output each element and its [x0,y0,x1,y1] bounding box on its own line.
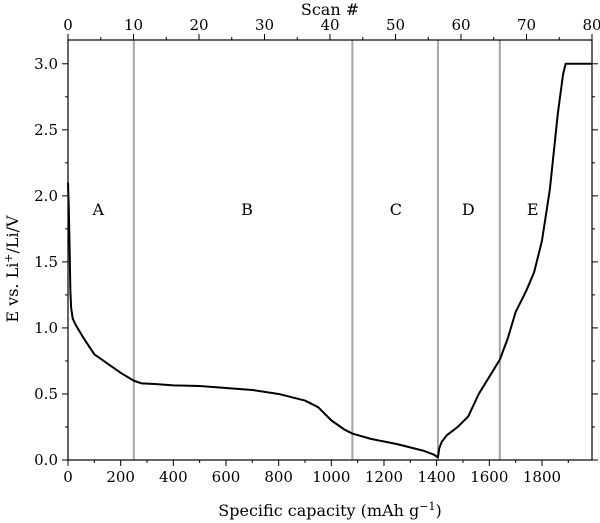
y-tick-label-1: 0.5 [34,385,58,403]
x-tick-label-600: 600 [212,468,241,486]
region-labels: A B C D E [92,200,539,219]
top-tick-label-0: 0 [63,16,73,34]
x-tick-label-1600: 1600 [470,468,508,486]
ticks [62,34,598,466]
x-tick-label-1800: 1800 [523,468,561,486]
y-tick-label-0: 0.0 [34,451,58,469]
axes [67,39,593,461]
region-label-d: D [462,200,475,219]
x-tick-label-1000: 1000 [312,468,350,486]
x-tick-label-1400: 1400 [418,468,456,486]
y-tick-label-3: 1.5 [34,253,58,271]
y-axis-label: E vs. Li+/Li/V [2,215,22,323]
region-label-a: A [92,200,105,219]
x-tick-label-800: 800 [264,468,293,486]
x-tick-label-0: 0 [63,468,73,486]
x-tick-label-200: 200 [106,468,135,486]
plot-frame [67,39,593,461]
tick-labels: 0 200 400 600 800 1000 1200 1400 1600 1800 0 10 20 30… [34,16,600,486]
region-label-b: B [241,200,253,219]
region-label-c: C [390,200,402,219]
region-label-e: E [527,200,539,219]
x-axis-label: Specific capacity (mAh g−1) [218,500,441,520]
top-tick-label-40: 40 [320,16,339,34]
y-tick-label-6: 3.0 [34,55,58,73]
top-tick-label-10: 10 [124,16,143,34]
top-tick-label-30: 30 [255,16,274,34]
top-tick-label-20: 20 [189,16,208,34]
top-tick-label-80: 80 [582,16,600,34]
y-tick-label-4: 2.0 [34,187,58,205]
y-tick-label-2: 1.0 [34,319,58,337]
x-tick-label-400: 400 [159,468,188,486]
voltage-curve-layer [67,62,592,459]
region-boundaries [132,40,501,460]
y-tick-label-5: 2.5 [34,121,58,139]
voltage-curve [67,62,592,459]
top-tick-label-60: 60 [451,16,470,34]
top-tick-label-50: 50 [386,16,405,34]
x-tick-label-1200: 1200 [365,468,403,486]
top-tick-label-70: 70 [517,16,536,34]
top-x-axis-label: Scan # [301,0,359,19]
